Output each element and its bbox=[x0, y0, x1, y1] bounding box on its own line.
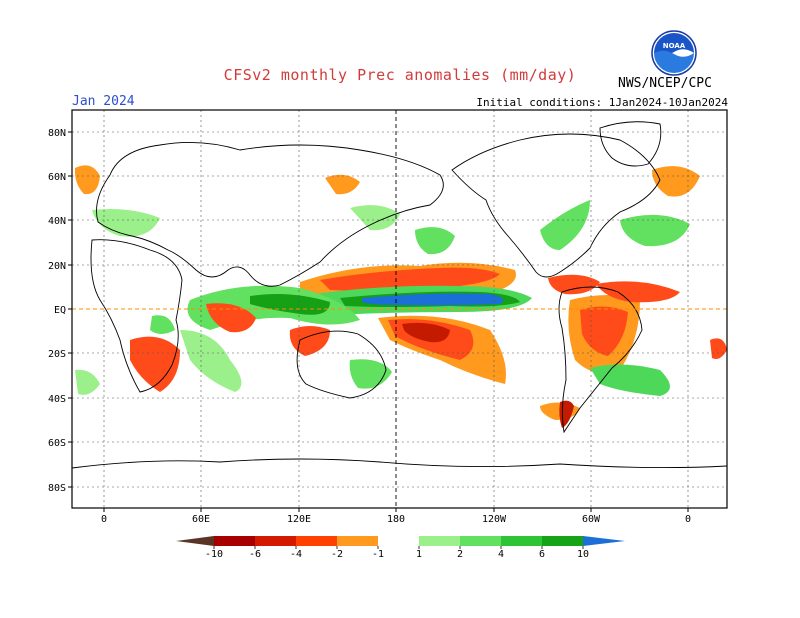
colorbar-swatch bbox=[542, 536, 583, 546]
coast-greenland bbox=[599, 121, 662, 167]
colorbar-label: 1 bbox=[416, 549, 422, 560]
anomaly-patch bbox=[548, 274, 600, 295]
anomaly-patch bbox=[325, 174, 360, 195]
anomaly-patch bbox=[349, 359, 392, 389]
colorbar-right-arrow bbox=[583, 536, 625, 546]
colorbar: -10 -6 -4 -2 -1 1 2 4 6 10 bbox=[176, 536, 625, 560]
anomaly-patch bbox=[710, 338, 727, 359]
longitude-labels: 0 60E 120E 180 120W 60W 0 bbox=[101, 514, 691, 525]
anomaly-patch bbox=[596, 281, 680, 303]
lat-label: 20S bbox=[48, 349, 66, 360]
chart-title: CFSv2 monthly Prec anomalies (mm/day) bbox=[223, 66, 577, 84]
coast-north-america bbox=[451, 133, 661, 278]
lon-label: 60E bbox=[192, 514, 210, 525]
anomaly-patch bbox=[580, 306, 628, 356]
anomaly-patch bbox=[150, 315, 175, 334]
colorbar-label: -4 bbox=[290, 549, 302, 560]
colorbar-label: 10 bbox=[577, 549, 589, 560]
colorbar-label: 4 bbox=[498, 549, 504, 560]
colorbar-swatch bbox=[296, 536, 337, 546]
lon-label: 0 bbox=[101, 514, 107, 525]
colorbar-swatch bbox=[255, 536, 296, 546]
colorbar-swatch bbox=[214, 536, 255, 546]
agency-label: NWS/NCEP/CPC bbox=[618, 76, 712, 91]
anomaly-patch bbox=[540, 200, 590, 250]
noaa-logo-icon: NOAA bbox=[651, 30, 697, 76]
lon-label: 120W bbox=[482, 514, 507, 525]
anomaly-patch bbox=[180, 330, 242, 392]
colorbar-swatch bbox=[419, 536, 460, 546]
coast-antarctica bbox=[71, 458, 728, 469]
lon-ticks bbox=[103, 508, 689, 512]
colorbar-label: 2 bbox=[457, 549, 463, 560]
colorbar-swatch bbox=[337, 536, 378, 546]
valid-month: Jan 2024 bbox=[72, 94, 135, 109]
colorbar-label: -6 bbox=[249, 549, 261, 560]
colorbar-label: -1 bbox=[372, 549, 384, 560]
anomaly-patch bbox=[74, 165, 100, 195]
colorbar-label: -10 bbox=[205, 549, 223, 560]
lat-label: EQ bbox=[54, 305, 66, 316]
anomaly-patch bbox=[590, 364, 670, 396]
coastlines bbox=[71, 121, 728, 469]
colorbar-swatch bbox=[501, 536, 542, 546]
lat-label: 80S bbox=[48, 483, 66, 494]
anomaly-patch bbox=[415, 227, 455, 255]
colorbar-label: -2 bbox=[331, 549, 343, 560]
anomaly-patch bbox=[402, 322, 450, 343]
coast-australia bbox=[296, 330, 387, 399]
anomaly-patch bbox=[250, 294, 330, 315]
lat-label: 20N bbox=[48, 261, 66, 272]
lat-label: 40S bbox=[48, 394, 66, 405]
lat-label: 80N bbox=[48, 128, 66, 139]
anomaly-fields bbox=[74, 165, 727, 428]
lon-label: 60W bbox=[582, 514, 601, 525]
anomaly-patch bbox=[130, 336, 180, 392]
anomaly-patch bbox=[652, 166, 700, 197]
colorbar-swatch bbox=[378, 536, 419, 546]
lat-ticks bbox=[68, 131, 72, 488]
anomaly-patch bbox=[92, 209, 160, 237]
lon-label: 0 bbox=[685, 514, 691, 525]
latitude-labels: 80N 60N 40N 20N EQ 20S 40S 60S 80S bbox=[48, 128, 66, 494]
coast-europe-asia bbox=[96, 141, 444, 287]
anomaly-patch bbox=[320, 267, 500, 291]
colorbar-swatch bbox=[460, 536, 501, 546]
anomaly-patch bbox=[620, 214, 690, 247]
anomaly-patch bbox=[350, 205, 400, 231]
graticule bbox=[72, 110, 727, 508]
coast-africa bbox=[90, 239, 183, 393]
initial-conditions: Initial conditions: 1Jan2024-10Jan2024 bbox=[476, 96, 728, 109]
colorbar-left-arrow bbox=[176, 536, 214, 546]
lon-label: 180 bbox=[387, 514, 405, 525]
lon-label: 120E bbox=[287, 514, 311, 525]
colorbar-label: 6 bbox=[539, 549, 545, 560]
anomaly-patch bbox=[362, 293, 504, 306]
anomaly-patch bbox=[75, 369, 100, 395]
lat-label: 40N bbox=[48, 216, 66, 227]
lat-label: 60N bbox=[48, 172, 66, 183]
logo-text: NOAA bbox=[663, 42, 686, 50]
coast-south-america bbox=[558, 286, 643, 434]
lat-label: 60S bbox=[48, 438, 66, 449]
anomaly-patch bbox=[206, 303, 256, 333]
